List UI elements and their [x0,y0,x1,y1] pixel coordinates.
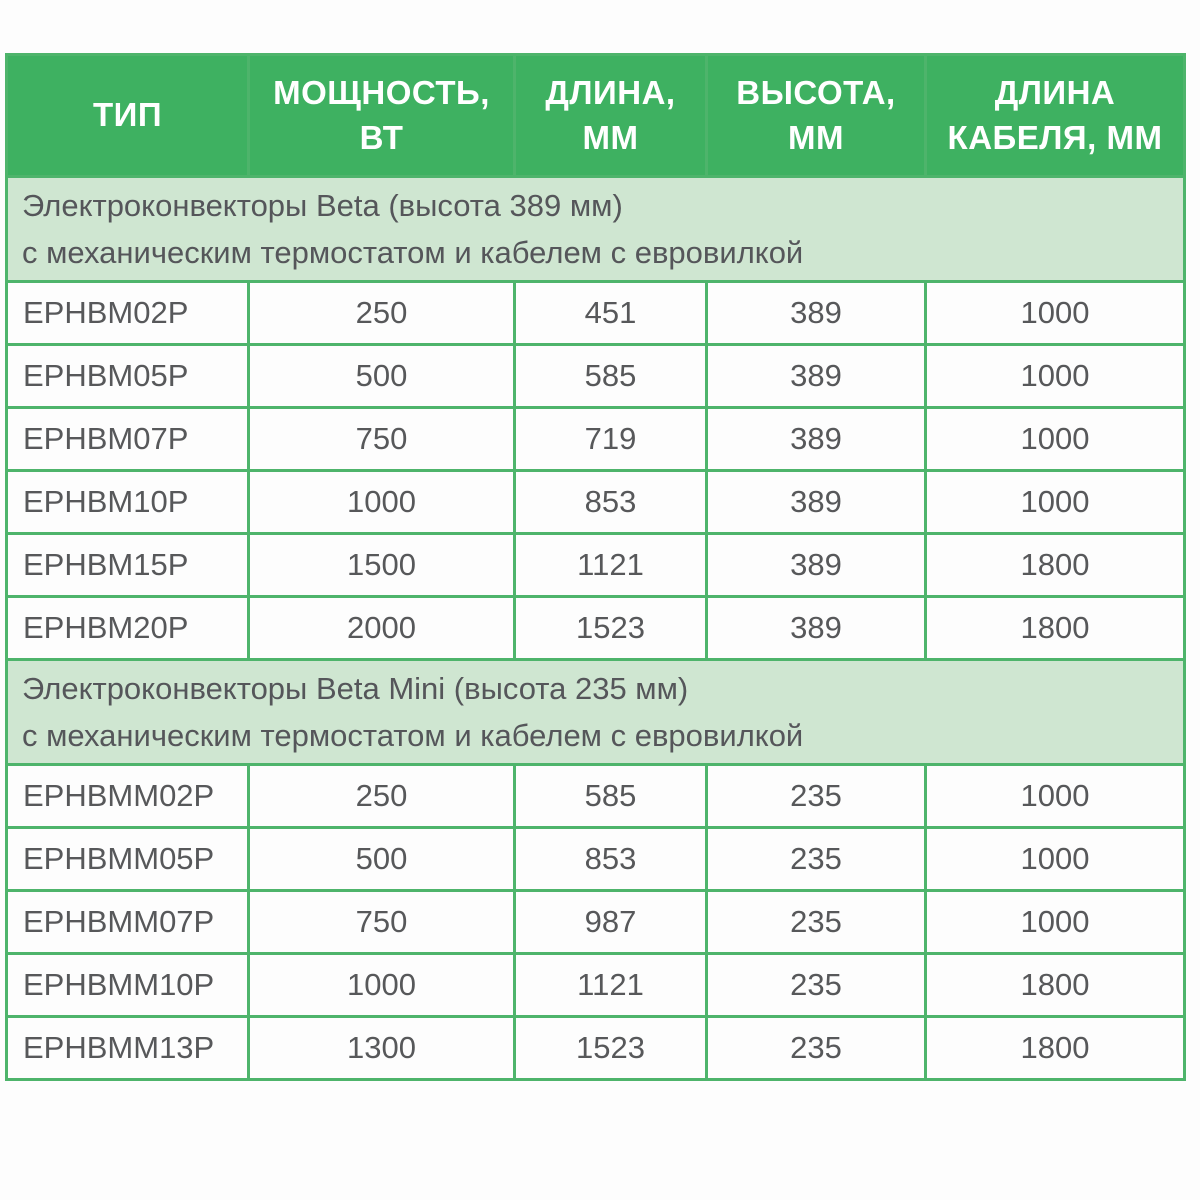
cell-type: EPHBM20P [5,595,250,662]
cell-type: EPHBMM02P [5,763,250,830]
cell-cable-length: 1800 [924,595,1186,662]
cell-type: EPHBM07P [5,406,250,473]
table-row: EPHBM20P 2000 1523 389 1800 [5,595,1186,662]
cell-height: 235 [705,763,927,830]
col-header-type-line1: ТИП [92,96,163,134]
cell-power: 250 [247,280,516,347]
col-header-height-line2: ММ [788,118,844,156]
table-row: EPHBM15P 1500 1121 389 1800 [5,532,1186,599]
cell-length: 1121 [513,532,708,599]
cell-length: 1523 [513,1015,708,1082]
col-header-cable-length-line2: КАБЕЛЯ, ММ [947,118,1163,156]
table-row: EPHBMM05P 500 853 235 1000 [5,826,1186,893]
cell-cable-length: 1800 [924,952,1186,1019]
cell-cable-length: 1000 [924,763,1186,830]
cell-power: 1000 [247,469,516,536]
cell-type: EPHBMM13P [5,1015,250,1082]
spec-table: ТИП МОЩНОСТЬ, ВТ ДЛИНА, ММ ВЫСОТА, ММ ДЛ… [5,53,1186,1082]
cell-length: 719 [513,406,708,473]
col-header-power-line1: МОЩНОСТЬ, [273,74,490,112]
cell-cable-length: 1000 [924,826,1186,893]
col-header-cable-length-line1: ДЛИНА [994,74,1116,112]
table-row: EPHBM07P 750 719 389 1000 [5,406,1186,473]
cell-length: 853 [513,826,708,893]
cell-height: 389 [705,469,927,536]
cell-cable-length: 1000 [924,280,1186,347]
cell-power: 1000 [247,952,516,1019]
cell-height: 235 [705,952,927,1019]
section-header-beta-mini: Электроконвекторы Beta Mini (высота 235 … [5,658,1186,767]
cell-length: 987 [513,889,708,956]
cell-height: 389 [705,343,927,410]
cell-type: EPHBM05P [5,343,250,410]
table-row: EPHBM02P 250 451 389 1000 [5,280,1186,347]
section-header-beta-mini-cell: Электроконвекторы Beta Mini (высота 235 … [5,658,1186,767]
cell-type: EPHBMM05P [5,826,250,893]
cell-type: EPHBMM07P [5,889,250,956]
col-header-height-line1: ВЫСОТА, [736,74,896,112]
section-beta-mini-title-line1: Электроконвекторы Beta Mini (высота 235 … [22,671,689,707]
table-row: EPHBM05P 500 585 389 1000 [5,343,1186,410]
cell-height: 235 [705,826,927,893]
cell-power: 1500 [247,532,516,599]
section-header-beta: Электроконвекторы Beta (высота 389 мм) с… [5,174,1186,284]
cell-power: 2000 [247,595,516,662]
cell-height: 235 [705,889,927,956]
cell-power: 750 [247,406,516,473]
table-row: EPHBMM02P 250 585 235 1000 [5,763,1186,830]
col-header-cable-length: ДЛИНА КАБЕЛЯ, ММ [924,53,1186,178]
cell-cable-length: 1000 [924,469,1186,536]
section-header-beta-cell: Электроконвекторы Beta (высота 389 мм) с… [5,174,1186,284]
cell-type: EPHBM02P [5,280,250,347]
cell-length: 1523 [513,595,708,662]
cell-type: EPHBM15P [5,532,250,599]
section-beta-mini-title-line2: с механическим термостатом и кабелем с е… [22,718,804,754]
cell-type: EPHBM10P [5,469,250,536]
cell-cable-length: 1000 [924,889,1186,956]
cell-type: EPHBMM10P [5,952,250,1019]
cell-height: 389 [705,595,927,662]
cell-cable-length: 1000 [924,343,1186,410]
col-header-height: ВЫСОТА, ММ [705,53,927,178]
cell-power: 750 [247,889,516,956]
cell-length: 585 [513,763,708,830]
col-header-length-line2: ММ [582,118,639,156]
cell-length: 585 [513,343,708,410]
cell-power: 500 [247,826,516,893]
header-row: ТИП МОЩНОСТЬ, ВТ ДЛИНА, ММ ВЫСОТА, ММ ДЛ… [5,53,1186,178]
cell-height: 389 [705,532,927,599]
cell-power: 250 [247,763,516,830]
table-row: EPHBMM07P 750 987 235 1000 [5,889,1186,956]
col-header-type: ТИП [5,53,250,178]
cell-cable-length: 1800 [924,1015,1186,1082]
cell-length: 1121 [513,952,708,1019]
section-beta-title-line2: с механическим термостатом и кабелем с е… [22,235,804,271]
section-beta-title-line1: Электроконвекторы Beta (высота 389 мм) [22,188,623,223]
cell-height: 389 [705,280,927,347]
cell-height: 235 [705,1015,927,1082]
cell-cable-length: 1000 [924,406,1186,473]
table-row: EPHBMM10P 1000 1121 235 1800 [5,952,1186,1019]
cell-power: 1300 [247,1015,516,1082]
col-header-power-line2: ВТ [359,118,404,156]
cell-cable-length: 1800 [924,532,1186,599]
cell-length: 853 [513,469,708,536]
col-header-power: МОЩНОСТЬ, ВТ [247,53,516,178]
cell-length: 451 [513,280,708,347]
col-header-length: ДЛИНА, ММ [513,53,708,178]
table-row: EPHBMM13P 1300 1523 235 1800 [5,1015,1186,1082]
cell-power: 500 [247,343,516,410]
table-row: EPHBM10P 1000 853 389 1000 [5,469,1186,536]
cell-height: 389 [705,406,927,473]
col-header-length-line1: ДЛИНА, [545,74,676,112]
